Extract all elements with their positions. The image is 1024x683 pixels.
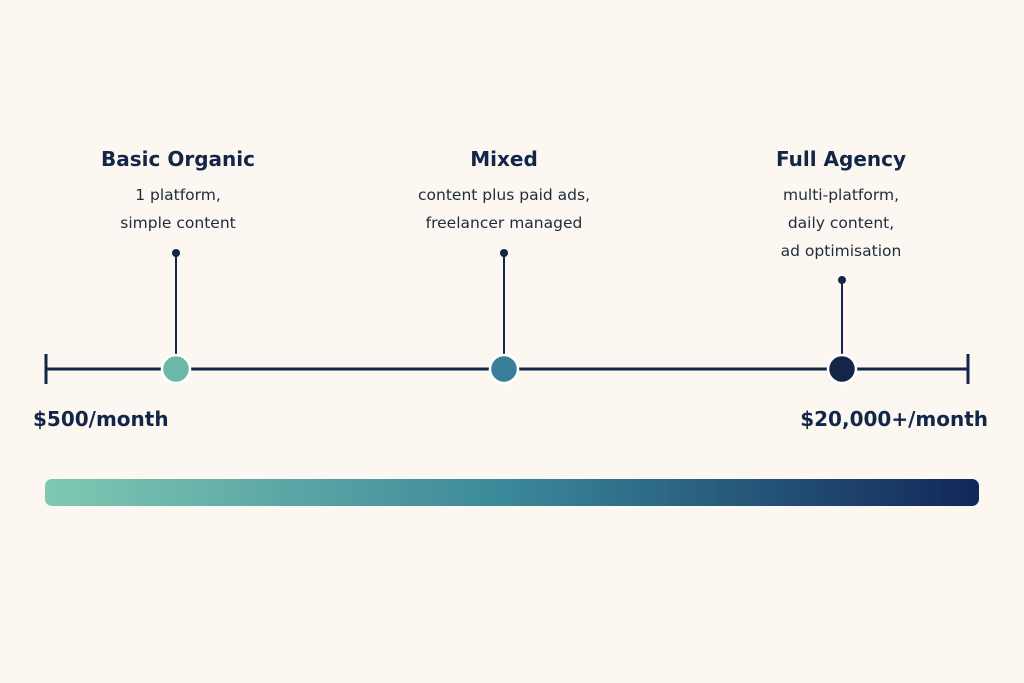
tier-desc-line: multi-platform, [783, 186, 899, 204]
tier-desc-line: 1 platform, [135, 186, 221, 204]
connector-dot-mixed [500, 249, 508, 257]
connector-dot-basic-organic [172, 249, 180, 257]
tier-description: multi-platform, daily content, ad optimi… [711, 181, 971, 265]
tier-mixed: Mixed content plus paid ads, freelancer … [374, 147, 634, 237]
marker-basic-organic [160, 353, 192, 385]
tier-desc-line: simple content [120, 214, 236, 232]
tier-desc-line: daily content, [787, 214, 895, 232]
tier-title: Full Agency [775, 147, 907, 171]
price-max-label: $20,000+/month [800, 407, 988, 431]
cost-gradient-bar [45, 479, 979, 506]
marker-full-agency [826, 353, 858, 385]
tier-title: Mixed [470, 147, 538, 171]
tier-title: Basic Organic [101, 147, 255, 171]
tier-full-agency: Full Agency multi-platform, daily conten… [711, 147, 971, 265]
connector-dot-full-agency [838, 276, 846, 284]
tier-basic-organic: Basic Organic 1 platform, simple content [48, 147, 308, 237]
tier-description: 1 platform, simple content [48, 181, 308, 237]
price-min-label: $500/month [33, 407, 169, 431]
tier-desc-line: freelancer managed [425, 214, 583, 232]
tier-desc-line: content plus paid ads, [418, 186, 590, 204]
tier-description: content plus paid ads, freelancer manage… [374, 181, 634, 237]
marker-mixed [488, 353, 520, 385]
tier-desc-line: ad optimisation [780, 242, 902, 260]
